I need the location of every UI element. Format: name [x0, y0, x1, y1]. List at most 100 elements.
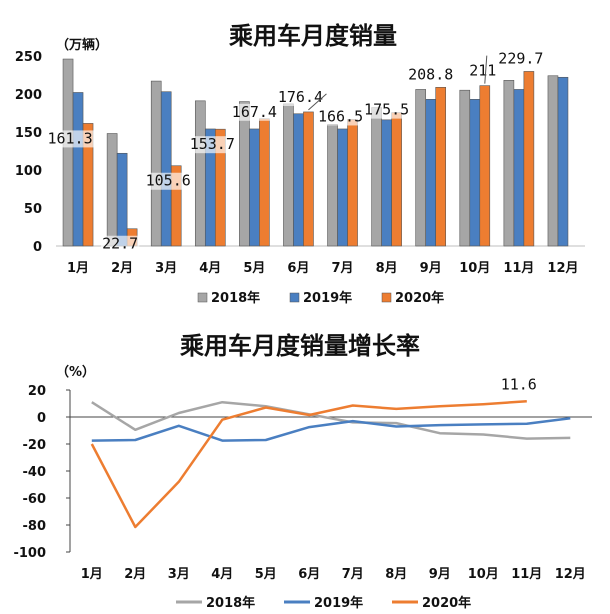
bar-2018年-6月 — [283, 103, 294, 247]
legend-label-2019年: 2019年 — [314, 595, 363, 611]
bar-2020年-1月 — [82, 123, 94, 247]
bar-2020年-8月 — [391, 112, 402, 247]
bar-2018年-8月 — [371, 107, 382, 247]
data-label-2: 105.6 — [146, 172, 191, 190]
data-label-9: 211 — [469, 62, 496, 80]
chart-title: 乘用车月度销量 — [228, 22, 397, 50]
data-label-10: 229.7 — [498, 49, 543, 67]
bar-2019年-8月 — [381, 119, 392, 247]
y-unit-label: （万辆） — [56, 37, 108, 53]
data-label-bg-4 — [230, 103, 278, 121]
y-tick-label-4: 200 — [15, 88, 42, 103]
bar-2018年-4月 — [194, 100, 206, 247]
x-tick-label-2: 3月 — [155, 261, 177, 276]
data-label-bg-8 — [407, 66, 455, 84]
data-label-1: 22.7 — [102, 235, 138, 253]
data-label-8: 208.8 — [408, 65, 453, 83]
x-tick-label-2: 3月 — [168, 567, 190, 582]
chart-title: 乘用车月度销量增长率 — [179, 332, 420, 360]
x-tick-label-0: 1月 — [81, 567, 103, 582]
y-tick-label-0: 20 — [28, 384, 46, 399]
x-tick-label-5: 6月 — [298, 567, 320, 582]
x-tick-label-7: 8月 — [376, 261, 398, 276]
bar-2018年-7月 — [327, 124, 338, 247]
bar-2020年-9月 — [435, 87, 447, 247]
bar-2018年-11月 — [503, 80, 515, 247]
y-tick-label-6: -100 — [13, 546, 46, 561]
bar-2020年-5月 — [259, 118, 270, 247]
bar-2019年-2月 — [116, 152, 128, 247]
y-tick-label-3: -40 — [23, 465, 47, 480]
line-2020年 — [90, 400, 527, 529]
legend-label-2020年: 2020年 — [395, 290, 444, 306]
data-label-bg-2 — [144, 172, 192, 190]
bar-2020年-7月 — [347, 119, 358, 247]
monthly-sales-bar-chart: 乘用车月度销量 （万辆） 0 50 100 150 200 250 1月 2月 3月 4月 5月 6月 7月… — [15, 22, 585, 306]
line-2019年 — [91, 417, 571, 442]
data-label-0: 11.6 — [501, 375, 537, 393]
bar-2018年-12月 — [547, 75, 559, 247]
data-label-bg-10 — [497, 50, 545, 68]
x-tick-label-9: 10月 — [459, 261, 490, 276]
x-tick-label-7: 8月 — [385, 567, 407, 582]
bar-2018年-2月 — [106, 133, 118, 247]
legend-label-2018年: 2018年 — [206, 595, 255, 611]
bar-2018年-5月 — [239, 101, 250, 247]
bar-2020年-11月 — [523, 71, 535, 247]
data-label-bg-3 — [188, 136, 236, 154]
legend-swatch-2018年 — [197, 292, 208, 303]
data-label-bg-6 — [317, 108, 365, 126]
bar-2018年-9月 — [415, 89, 427, 247]
x-tick-label-4: 5月 — [255, 567, 277, 582]
bar-2019年-1月 — [72, 92, 84, 247]
line-2018年 — [91, 400, 571, 440]
bar-2020年-10月 — [479, 85, 491, 247]
data-label-0: 161.3 — [47, 129, 92, 147]
y-tick-label-1: 50 — [24, 202, 42, 217]
x-tick-label-3: 4月 — [211, 567, 233, 582]
legend-swatch-2019年 — [289, 292, 300, 303]
data-label-bg-7 — [363, 101, 411, 119]
bar-2019年-9月 — [425, 99, 437, 247]
x-tick-label-1: 2月 — [124, 567, 146, 582]
x-tick-label-8: 9月 — [429, 567, 451, 582]
bar-2019年-6月 — [293, 113, 304, 247]
x-tick-label-3: 4月 — [199, 261, 221, 276]
x-tick-label-5: 6月 — [287, 261, 309, 276]
y-unit-label: （%） — [56, 364, 95, 380]
leader-line-oct — [484, 55, 488, 84]
leader-line-jun — [308, 93, 327, 111]
legend-label-2019年: 2019年 — [303, 290, 352, 306]
bar-2018年-1月 — [62, 58, 74, 247]
data-label-5: 176.4 — [278, 88, 323, 106]
bar-2020年-3月 — [170, 165, 182, 247]
bar-2019年-12月 — [557, 76, 569, 247]
bar-2019年-7月 — [337, 128, 348, 247]
x-tick-label-0: 1月 — [67, 261, 89, 276]
bar-2018年-10月 — [459, 89, 471, 247]
data-label-7: 175.5 — [364, 101, 409, 119]
y-tick-label-5: -80 — [23, 519, 47, 534]
y-tick-label-0: 0 — [33, 240, 42, 255]
x-tick-label-6: 7月 — [342, 567, 364, 582]
bar-2020年-4月 — [214, 128, 226, 247]
data-label-bg-1 — [100, 235, 140, 253]
legend-label-2020年: 2020年 — [422, 595, 471, 611]
x-tick-label-6: 7月 — [332, 261, 354, 276]
x-tick-label-11: 12月 — [547, 261, 578, 276]
y-tick-label-5: 250 — [15, 50, 42, 65]
x-tick-label-9: 10月 — [468, 567, 499, 582]
x-tick-label-1: 2月 — [111, 261, 133, 276]
growth-rate-line-chart: 乘用车月度销量增长率 （%） 20 0 -20 -40 -60 -80 -100 1月 2月 3月 4月… — [13, 332, 592, 611]
bar-2018年-3月 — [150, 80, 162, 247]
x-tick-label-10: 11月 — [503, 261, 534, 276]
legend-label-2018年: 2018年 — [211, 290, 260, 306]
y-tick-label-2: -20 — [23, 438, 47, 453]
data-label-bg-9 — [467, 62, 498, 80]
y-tick-label-1: 0 — [37, 411, 46, 426]
x-tick-label-8: 9月 — [420, 261, 442, 276]
bar-2019年-3月 — [160, 91, 172, 247]
data-label-bg-5 — [276, 88, 324, 106]
x-tick-label-10: 11月 — [511, 567, 542, 582]
